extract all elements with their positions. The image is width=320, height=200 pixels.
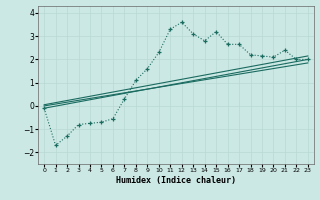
X-axis label: Humidex (Indice chaleur): Humidex (Indice chaleur) [116, 176, 236, 185]
